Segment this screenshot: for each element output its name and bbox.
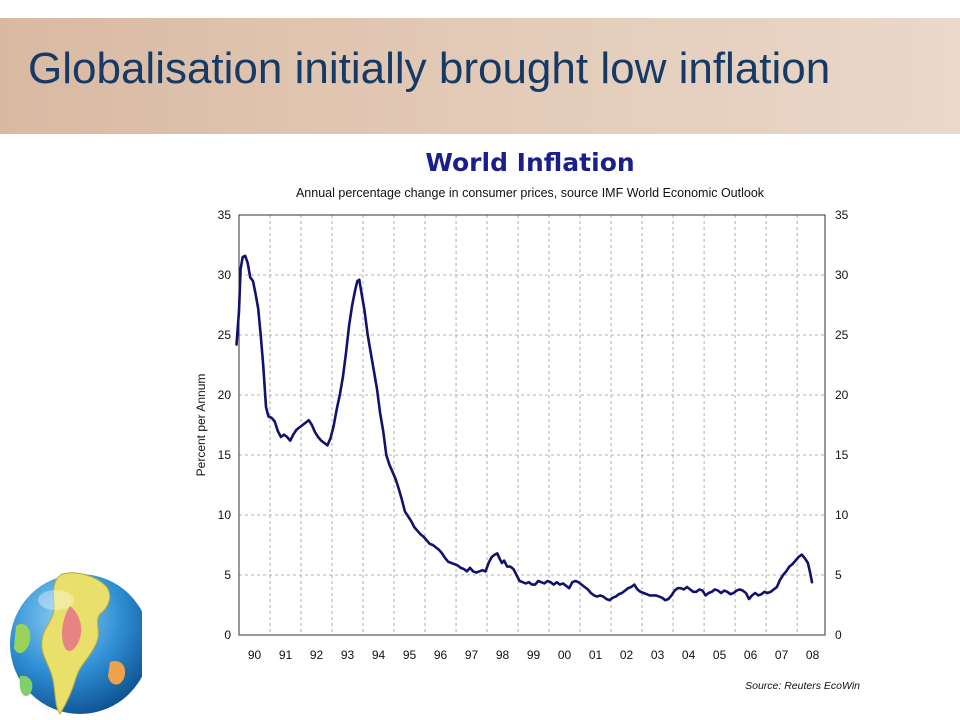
x-tick-label: 08 <box>806 648 820 662</box>
y-tick-label-left: 25 <box>218 328 232 342</box>
x-tick-label: 93 <box>341 648 355 662</box>
y-tick-label-left: 15 <box>218 448 232 462</box>
source-note: Source: Reuters EcoWin <box>745 680 860 692</box>
y-axis-label: Percent per Annum <box>194 374 208 477</box>
x-tick-label: 95 <box>403 648 417 662</box>
x-tick-label: 05 <box>713 648 727 662</box>
x-tick-label: 00 <box>558 648 572 662</box>
y-tick-label-right: 0 <box>835 628 842 642</box>
x-tick-label: 06 <box>744 648 758 662</box>
x-tick-label: 98 <box>496 648 510 662</box>
x-tick-label: 92 <box>310 648 324 662</box>
x-tick-label: 97 <box>465 648 479 662</box>
y-tick-label-right: 10 <box>835 508 849 522</box>
y-tick-label-right: 15 <box>835 448 849 462</box>
x-tick-label: 94 <box>372 648 386 662</box>
y-tick-label-left: 5 <box>224 568 231 582</box>
plot-frame <box>238 214 826 636</box>
y-tick-label-right: 25 <box>835 328 849 342</box>
y-tick-label-right: 5 <box>835 568 842 582</box>
y-tick-label-left: 20 <box>218 388 232 402</box>
title-banner <box>0 18 960 134</box>
x-tick-label: 91 <box>279 648 293 662</box>
x-tick-label: 07 <box>775 648 789 662</box>
series-line <box>235 254 814 602</box>
x-tick-label: 03 <box>651 648 665 662</box>
x-tick-label: 96 <box>434 648 448 662</box>
x-tick-label: 01 <box>589 648 603 662</box>
y-tick-label-left: 0 <box>224 628 231 642</box>
x-tick-label: 99 <box>527 648 541 662</box>
globe-icon <box>10 566 142 720</box>
chart-subtitle: Annual percentage change in consumer pri… <box>296 186 765 200</box>
y-tick-label-left: 30 <box>218 268 232 282</box>
world-inflation-chart: World Inflation Annual percentage change … <box>194 148 860 692</box>
y-tick-label-left: 35 <box>218 208 232 222</box>
x-tick-label: 04 <box>682 648 696 662</box>
chart-title: World Inflation <box>425 148 634 177</box>
x-tick-label: 02 <box>620 648 634 662</box>
slide-title: Globalisation initially brought low infl… <box>28 44 831 93</box>
y-tick-label-left: 10 <box>218 508 232 522</box>
x-tick-label: 90 <box>248 648 262 662</box>
y-tick-label-right: 35 <box>835 208 849 222</box>
y-tick-label-right: 30 <box>835 268 849 282</box>
y-tick-label-right: 20 <box>835 388 849 402</box>
